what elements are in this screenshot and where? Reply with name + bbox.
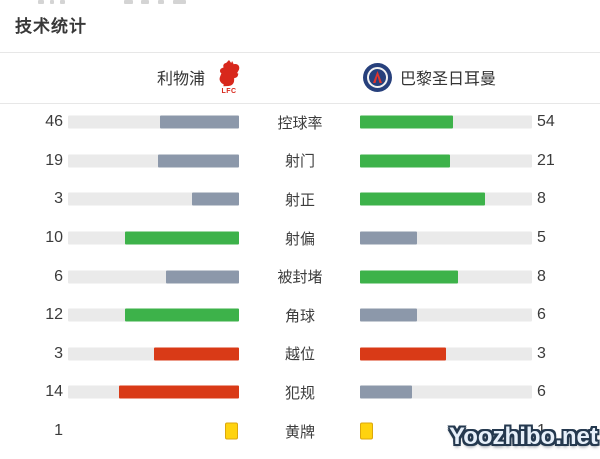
cropped-text-artifact xyxy=(50,0,54,4)
home-stat-bar xyxy=(68,385,239,399)
away-stat-bar-fill xyxy=(360,115,453,129)
stat-label: 射正 xyxy=(284,191,315,209)
stat-row: 3 射正 8 xyxy=(0,180,600,219)
stat-label: 越位 xyxy=(284,346,315,364)
home-stat-bar-fill xyxy=(160,115,239,129)
stat-row: 1 黄牌 1 xyxy=(0,412,600,451)
away-value: 8 xyxy=(537,190,546,208)
stat-label: 射偏 xyxy=(284,230,315,248)
stat-label: 控球率 xyxy=(277,114,323,132)
away-team-name: 巴黎圣日耳曼 xyxy=(400,71,497,88)
away-value: 6 xyxy=(537,306,546,324)
home-team-name: 利物浦 xyxy=(156,71,205,88)
away-stat-bar xyxy=(360,347,532,361)
home-stat-bar-fill xyxy=(165,270,239,284)
home-stat-bar xyxy=(68,115,239,129)
stat-row: 19 射门 21 xyxy=(0,142,600,181)
home-value: 19 xyxy=(45,151,63,169)
away-stat-bar-fill xyxy=(360,308,418,322)
lfc-logo-text: LFC xyxy=(221,88,237,95)
cropped-text-artifact xyxy=(124,0,133,4)
stat-row: 14 犯规 6 xyxy=(0,373,600,412)
cropped-text-artifact xyxy=(141,0,149,4)
home-value: 10 xyxy=(45,229,63,247)
home-stat-bar xyxy=(68,231,239,245)
stat-label: 黄牌 xyxy=(284,423,315,441)
liver-bird-glyph xyxy=(219,60,240,87)
stat-label: 射门 xyxy=(284,153,315,171)
home-stat-bar-fill xyxy=(192,192,239,206)
away-value: 1 xyxy=(537,422,546,440)
away-value: 6 xyxy=(537,383,546,401)
home-stat-bar xyxy=(68,192,239,206)
home-stat-bar xyxy=(68,308,239,322)
page-title: 技术统计 xyxy=(15,17,87,36)
stat-row: 12 角球 6 xyxy=(0,296,600,335)
cropped-text-artifact xyxy=(38,0,44,4)
home-stat-bar-fill xyxy=(119,385,239,399)
away-stat-bar xyxy=(360,308,532,322)
home-stat-bar xyxy=(68,154,239,168)
stat-label: 犯规 xyxy=(284,384,315,402)
home-stat-bar-fill xyxy=(124,231,239,245)
cropped-text-artifact xyxy=(173,0,186,4)
yellow-card-icon xyxy=(225,422,238,440)
team-away: 巴黎圣日耳曼 xyxy=(363,54,496,100)
home-stat-bar-fill xyxy=(124,308,239,322)
divider xyxy=(0,52,600,53)
home-value: 3 xyxy=(54,190,63,208)
away-stat-bar xyxy=(360,192,532,206)
away-stat-bar-fill xyxy=(360,270,459,284)
away-value: 54 xyxy=(537,113,555,131)
away-stat-bar-fill xyxy=(360,192,486,206)
yellow-card-icon xyxy=(360,422,373,440)
away-stat-bar xyxy=(360,270,532,284)
stat-label: 角球 xyxy=(284,307,315,325)
away-stat-bar xyxy=(360,385,532,399)
home-stat-bar-fill xyxy=(157,154,239,168)
away-stat-bar-fill xyxy=(360,231,418,245)
home-value: 12 xyxy=(45,306,63,324)
liverpool-liver-bird-icon: LFC xyxy=(213,59,245,95)
away-value: 3 xyxy=(537,344,546,362)
cropped-text-artifact xyxy=(158,0,164,4)
away-stat-bar xyxy=(360,154,532,168)
home-value: 14 xyxy=(45,383,63,401)
home-stat-bar xyxy=(68,270,239,284)
away-stat-bar xyxy=(360,231,532,245)
home-value: 6 xyxy=(54,267,63,285)
home-stat-bar-fill xyxy=(153,347,239,361)
away-stat-bar xyxy=(360,115,532,129)
home-value: 1 xyxy=(54,422,63,440)
away-value: 21 xyxy=(537,151,555,169)
home-stat-bar xyxy=(68,347,239,361)
stat-row: 46 控球率 54 xyxy=(0,103,600,142)
watermark: Yoozhibo.net xyxy=(449,423,598,450)
psg-eiffel-tower-glyph xyxy=(373,71,382,83)
stat-row: 6 被封堵 8 xyxy=(0,257,600,296)
away-stat-bar-fill xyxy=(360,385,412,399)
stats-rows: 46 控球率 54 19 射门 21 3 射正 8 10 射偏 5 6 xyxy=(0,103,600,450)
team-home: 利物浦 LFC xyxy=(157,54,245,100)
stat-label: 被封堵 xyxy=(277,269,323,287)
stat-row: 10 射偏 5 xyxy=(0,219,600,258)
stat-row: 3 越位 3 xyxy=(0,335,600,374)
away-value: 5 xyxy=(537,229,546,247)
away-stat-bar-fill xyxy=(360,347,446,361)
home-value: 46 xyxy=(45,113,63,131)
away-stat-bar-fill xyxy=(360,154,451,168)
cropped-text-artifact xyxy=(60,0,65,4)
divider xyxy=(0,103,600,104)
psg-crest-inner-ring xyxy=(367,66,388,88)
home-value: 3 xyxy=(54,344,63,362)
away-value: 8 xyxy=(537,267,546,285)
psg-crest-icon xyxy=(363,62,392,92)
